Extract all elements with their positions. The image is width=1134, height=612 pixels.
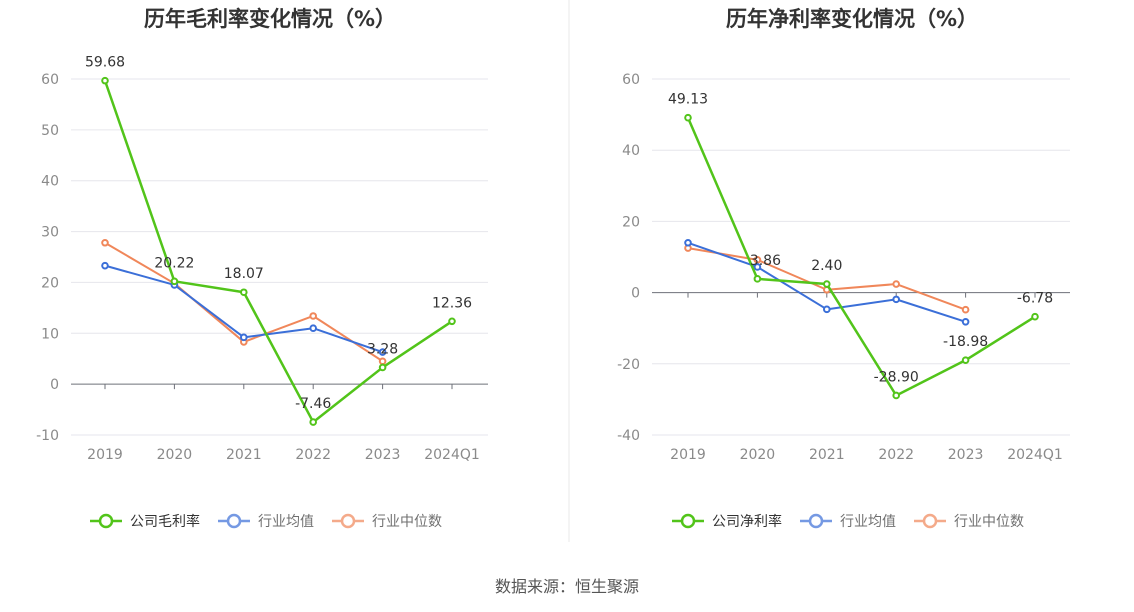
y-tick-label: 20 [622, 214, 640, 230]
legend-item-company: 公司净利率 [672, 513, 782, 530]
y-tick-label: 30 [41, 225, 59, 241]
data-point-avg [309, 324, 318, 333]
data-label: -18.98 [943, 334, 988, 350]
data-point-avg [961, 317, 970, 326]
legend-label: 行业中位数 [954, 514, 1024, 530]
y-tick-label: 20 [41, 275, 59, 291]
y-tick-label: 60 [622, 72, 640, 88]
legend-item-median: 行业中位数 [914, 513, 1024, 530]
data-label: 20.22 [154, 255, 194, 271]
series-line-company [686, 117, 1036, 397]
data-point-median [378, 357, 387, 366]
legend-label: 行业均值 [840, 514, 896, 530]
data-label: -6.78 [1017, 291, 1053, 307]
data-label: 2.40 [811, 258, 842, 274]
data-point-avg [378, 348, 387, 356]
data-point-median [753, 256, 762, 264]
source-note: 数据来源：恒生聚源 [495, 577, 639, 596]
y-tick-label: -20 [617, 357, 640, 373]
x-tick-label: 2020 [740, 447, 776, 463]
x-tick-label: 2024Q1 [424, 447, 480, 463]
data-label: 18.07 [224, 266, 264, 282]
legend-label: 公司净利率 [712, 513, 782, 530]
x-tick-label: 2024Q1 [1007, 447, 1063, 463]
legend-marker-icon [680, 513, 696, 529]
y-tick-label: 60 [41, 72, 59, 88]
x-tick-label: 2023 [365, 447, 401, 463]
data-label: 3.28 [367, 341, 398, 357]
data-point-avg [753, 263, 762, 271]
legend-label: 行业均值 [258, 514, 314, 530]
data-label: 3.86 [750, 253, 781, 269]
chart-title: 历年净利率变化情况（%） [726, 7, 978, 31]
data-point-company [684, 113, 692, 122]
data-point-company [448, 317, 456, 326]
legend-marker-icon [98, 513, 114, 529]
legend-item-median: 行业中位数 [332, 513, 442, 530]
data-label: 12.36 [432, 295, 472, 311]
data-point-avg [101, 261, 109, 270]
legend-item-company: 公司毛利率 [90, 513, 200, 530]
data-label: -7.46 [295, 396, 331, 412]
data-point-company [1031, 312, 1039, 321]
data-label: 59.68 [85, 55, 125, 71]
y-tick-label: -10 [36, 428, 59, 444]
x-tick-label: 2023 [948, 447, 984, 463]
legend-marker-icon [922, 513, 938, 529]
legend-marker-icon [808, 513, 824, 529]
legend-marker-icon [226, 513, 242, 529]
y-tick-label: 40 [622, 143, 640, 159]
data-point-avg [892, 295, 901, 304]
data-point-median [892, 280, 901, 288]
legend-marker-icon [340, 513, 356, 529]
data-point-avg [684, 238, 692, 247]
net-margin-chart: 历年净利率变化情况（%） -40 -20 0 20 40 60 2019 2020 2021 202… [617, 7, 1070, 530]
data-label: 49.13 [668, 92, 708, 108]
data-point-median [961, 305, 970, 314]
data-point-company [240, 288, 248, 297]
chart-title: 历年毛利率变化情况（%） [144, 7, 396, 31]
y-tick-label: -40 [617, 428, 640, 444]
data-point-avg [240, 333, 248, 342]
data-point-company [309, 418, 318, 426]
data-point-median [101, 238, 109, 247]
data-point-avg [823, 305, 831, 314]
legend-item-avg: 行业均值 [800, 513, 896, 530]
y-tick-label: 0 [50, 377, 59, 393]
data-point-median [309, 312, 318, 320]
data-label: -28.90 [874, 369, 919, 385]
x-tick-label: 2019 [670, 447, 706, 463]
legend-label: 行业中位数 [372, 514, 442, 530]
x-tick-label: 2020 [157, 447, 193, 463]
x-tick-label: 2021 [809, 447, 845, 463]
y-tick-label: 40 [41, 174, 59, 190]
series-line-company [103, 80, 453, 424]
x-tick-label: 2022 [295, 447, 331, 463]
data-point-company [892, 391, 901, 400]
legend-item-avg: 行业均值 [218, 513, 314, 530]
legend-label: 公司毛利率 [130, 513, 200, 530]
gross-margin-chart: 历年毛利率变化情况（%） -10 0 10 20 30 40 50 60 2019 2020 2021… [36, 7, 488, 530]
data-point-company [961, 356, 970, 364]
x-tick-label: 2022 [878, 447, 914, 463]
data-point-company [378, 363, 387, 372]
x-tick-label: 2019 [87, 447, 123, 463]
data-point-company [823, 280, 831, 288]
y-tick-label: 50 [41, 123, 59, 139]
x-tick-label: 2021 [226, 447, 262, 463]
y-tick-label: 10 [41, 326, 59, 342]
data-point-company [170, 277, 179, 286]
data-point-company [101, 76, 109, 85]
y-tick-label: 0 [631, 286, 640, 302]
data-point-company [753, 275, 762, 283]
